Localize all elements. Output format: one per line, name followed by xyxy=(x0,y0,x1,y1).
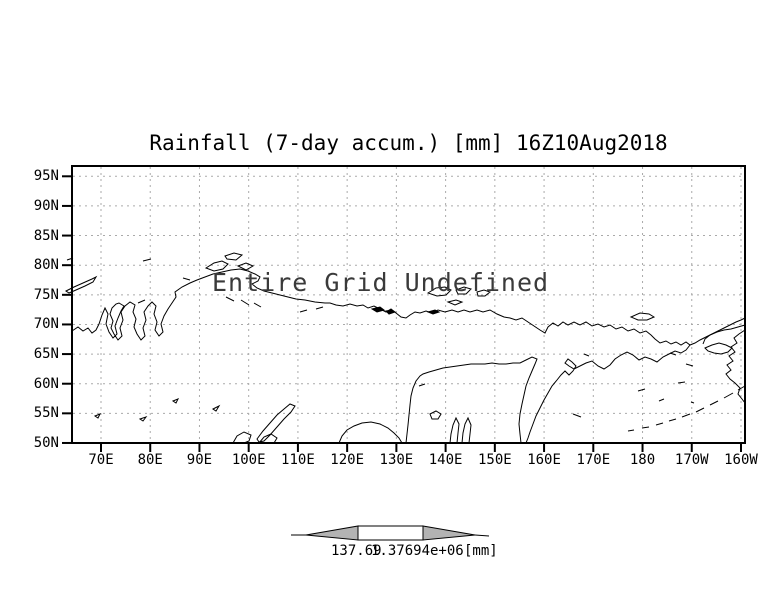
colorbar-min-label: 137.69 xyxy=(331,543,382,559)
coastline-alaska-north xyxy=(702,324,746,345)
seward-peninsula xyxy=(704,342,733,355)
x-axis-label: 100E xyxy=(231,452,266,468)
colorbar-box xyxy=(357,525,424,541)
sakhalin-amur xyxy=(449,416,472,444)
gridlines-layer xyxy=(73,167,744,442)
x-axis-label: 110E xyxy=(281,452,315,468)
y-axis-label: 85N xyxy=(33,227,59,244)
y-axis-label: 80N xyxy=(33,257,59,274)
y-axis-label: 95N xyxy=(33,168,59,185)
x-axis-label: 80E xyxy=(137,452,163,468)
x-axis-label: 130E xyxy=(379,452,414,468)
wrangel-island xyxy=(629,312,656,321)
x-axis-label: 180 xyxy=(629,452,656,468)
small-lakes xyxy=(93,398,278,444)
y-axis-label: 75N xyxy=(33,286,59,303)
shantar-island xyxy=(429,410,442,420)
small-islands-marks xyxy=(66,257,695,418)
y-axis-label: 90N xyxy=(33,197,59,214)
colorbar-right-pointer-line xyxy=(474,534,490,537)
lake-baikal xyxy=(256,403,296,443)
x-axis-label: 120E xyxy=(330,452,364,468)
y-axis-label: 55N xyxy=(33,405,59,422)
x-axis-label: 140E xyxy=(428,452,463,468)
new-siberian-islands xyxy=(426,286,492,306)
x-axis-label: 170W xyxy=(674,452,709,468)
severnaya-zemlya-islands xyxy=(204,252,255,272)
novaya-zemlya xyxy=(65,275,98,294)
x-axis-label: 160W xyxy=(724,452,758,468)
coastline-chukotka-kamchatka-okhotsk xyxy=(405,344,691,444)
x-axis-label: 150E xyxy=(477,452,512,468)
x-axis-label: 90E xyxy=(186,452,213,468)
y-axis-label: 50N xyxy=(33,434,59,451)
colorbar xyxy=(291,525,490,541)
plot-border xyxy=(71,165,746,444)
coastlines-layer xyxy=(65,252,746,444)
y-axis-label: 65N xyxy=(33,346,59,363)
x-axis-label: 160E xyxy=(527,452,561,468)
colorbar-max-label: 1.37694e+06 xyxy=(371,543,464,559)
colorbar-right-arrow xyxy=(422,525,476,541)
colorbar-units-label: [mm] xyxy=(464,543,498,559)
axis-ticks-layer xyxy=(62,175,742,452)
colorbar-left-arrow xyxy=(305,525,359,541)
y-axis-label: 60N xyxy=(33,375,59,392)
aleutian-arc xyxy=(627,385,746,432)
plot-title: Rainfall (7-day accum.) [mm] 16Z10Aug201… xyxy=(149,131,668,155)
uda-gulf-arc xyxy=(338,421,403,444)
coastline-main-arctic xyxy=(71,268,746,346)
y-axis-label: 70N xyxy=(33,316,59,333)
lena-delta-marks xyxy=(370,306,441,315)
grid-undefined-message: Entire Grid Undefined xyxy=(212,268,550,297)
coastline-alaska-west xyxy=(725,329,746,404)
x-axis-label: 170E xyxy=(576,452,611,468)
x-axis-label: 70E xyxy=(88,452,114,468)
